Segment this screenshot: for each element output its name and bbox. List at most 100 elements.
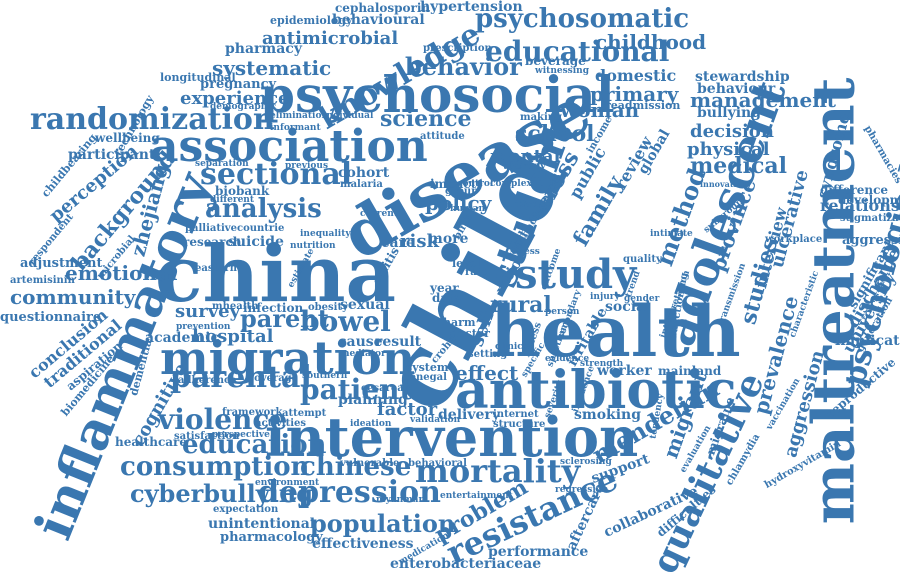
- word: perspective: [212, 430, 270, 440]
- word: prevention: [176, 322, 231, 332]
- word: social: [605, 299, 651, 315]
- word: development: [838, 193, 900, 207]
- word: countrie: [237, 223, 285, 234]
- word: questionnaire: [0, 310, 102, 325]
- word: aggressive: [842, 233, 900, 248]
- word: witnessing: [535, 66, 589, 76]
- word: innovative: [700, 179, 747, 189]
- word: environment: [255, 478, 320, 488]
- word: ideation: [350, 419, 392, 429]
- word: pharmacology: [220, 530, 323, 545]
- word: delivery: [438, 407, 500, 423]
- word: setting: [468, 349, 508, 360]
- word: human: [450, 204, 485, 214]
- word: result: [375, 334, 422, 350]
- word: pharmacy: [225, 41, 302, 57]
- word: woman: [560, 98, 640, 122]
- word: study: [515, 251, 637, 298]
- word: effectiveness: [312, 536, 414, 552]
- word: experience: [180, 88, 290, 109]
- word: research: [183, 235, 242, 249]
- word: palliative: [185, 223, 237, 234]
- word: violence: [158, 403, 288, 436]
- word: bowel: [300, 305, 391, 338]
- word: injury: [590, 292, 620, 302]
- word: doctor: [450, 327, 490, 340]
- word: person: [545, 307, 580, 317]
- word: primary: [590, 82, 679, 106]
- word: regression: [555, 485, 609, 495]
- word: mainland: [658, 364, 722, 378]
- word: impact: [430, 177, 477, 191]
- word: attempt: [282, 408, 327, 419]
- word: china: [155, 229, 397, 320]
- word: stewardship: [695, 69, 790, 85]
- word: cause: [338, 334, 383, 350]
- word: separation: [195, 159, 249, 169]
- word: mental: [490, 146, 561, 167]
- word: chinese: [300, 452, 412, 482]
- word: prescription: [423, 43, 492, 54]
- word: strength: [580, 359, 624, 369]
- word: readmission: [605, 99, 681, 112]
- word: validation: [410, 415, 461, 425]
- word: cyberbullying: [130, 479, 314, 508]
- word: adherence: [178, 375, 237, 386]
- word: planning: [338, 392, 408, 408]
- word: survey: [175, 301, 241, 322]
- word: psychosomatic: [475, 4, 690, 34]
- word: year: [430, 281, 459, 295]
- word: obesity: [308, 302, 348, 313]
- word: current: [360, 209, 398, 219]
- word: making: [520, 112, 563, 123]
- word: cephalosporin: [335, 1, 431, 15]
- word: migration: [160, 331, 416, 385]
- word: patient: [300, 373, 413, 406]
- word: nutrition: [290, 241, 336, 251]
- word: factor: [377, 399, 438, 420]
- word: rate: [465, 267, 488, 278]
- word: implication: [835, 333, 900, 349]
- word: psychosocial: [260, 65, 615, 124]
- word: beverage: [525, 54, 586, 68]
- word: myanmar: [376, 495, 424, 505]
- word: structure: [493, 419, 546, 430]
- word: sexual: [340, 297, 390, 313]
- word: activities: [255, 418, 307, 429]
- word: workplace: [765, 234, 823, 245]
- word: difference: [820, 183, 889, 197]
- word: different: [210, 195, 254, 205]
- word: senegal: [404, 372, 447, 383]
- word: healthcare: [115, 435, 187, 449]
- word: population: [310, 509, 456, 538]
- word: previous: [285, 161, 329, 171]
- word: school: [515, 121, 595, 147]
- word: framework: [222, 407, 283, 418]
- word: system: [406, 361, 449, 374]
- word: sectional: [200, 157, 353, 192]
- word: wellbeing: [95, 131, 160, 145]
- word: complex: [490, 179, 532, 189]
- word: cesarean: [361, 383, 411, 394]
- word: science: [380, 106, 472, 132]
- word: evidence: [545, 354, 590, 364]
- word: more: [428, 231, 469, 247]
- word: sclerosing: [560, 457, 612, 467]
- word: individual: [323, 111, 374, 121]
- word: clinical: [495, 342, 533, 352]
- word: randomization: [30, 102, 275, 137]
- word: pregnancy: [200, 77, 277, 92]
- word: demographic: [210, 102, 277, 112]
- word: antimicrobial: [262, 28, 399, 49]
- word: informant: [270, 123, 321, 133]
- word: management: [690, 88, 836, 112]
- word: bullying: [697, 105, 762, 121]
- word: intervention: [265, 405, 639, 469]
- word: mhealth: [212, 301, 259, 312]
- word: level: [452, 257, 481, 270]
- word: educational: [485, 35, 670, 68]
- word: enterobacteriaceae: [390, 556, 542, 572]
- word: mediator: [340, 349, 386, 359]
- word: worker: [597, 363, 652, 379]
- word: antibiotic: [455, 360, 737, 421]
